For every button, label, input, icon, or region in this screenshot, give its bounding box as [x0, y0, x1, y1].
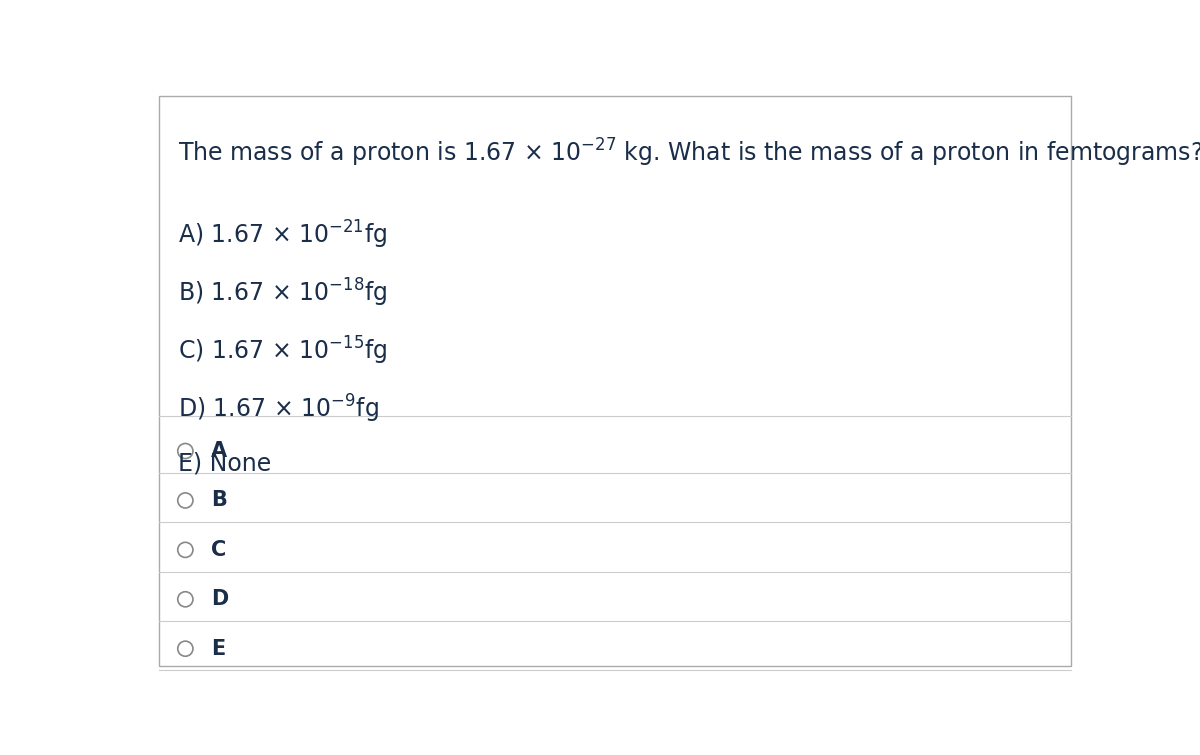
Text: C: C	[211, 540, 227, 560]
Text: E) None: E) None	[178, 451, 271, 475]
Text: E: E	[211, 639, 226, 658]
Text: The mass of a proton is 1.67 $\times$ 10$^{-27}$ kg. What is the mass of a proto: The mass of a proton is 1.67 $\times$ 10…	[178, 137, 1200, 169]
Ellipse shape	[178, 443, 193, 458]
Text: D: D	[211, 590, 229, 609]
Text: B: B	[211, 491, 227, 510]
Text: B) 1.67 $\times$ 10$^{-18}$fg: B) 1.67 $\times$ 10$^{-18}$fg	[178, 276, 388, 309]
Ellipse shape	[178, 542, 193, 557]
Text: A) 1.67 $\times$ 10$^{-21}$fg: A) 1.67 $\times$ 10$^{-21}$fg	[178, 218, 388, 251]
Ellipse shape	[178, 592, 193, 607]
Text: D) 1.67 $\times$ 10$^{-9}$fg: D) 1.67 $\times$ 10$^{-9}$fg	[178, 393, 379, 425]
Text: A: A	[211, 441, 228, 461]
Ellipse shape	[178, 641, 193, 656]
FancyBboxPatch shape	[160, 97, 1070, 666]
Text: C) 1.67 $\times$ 10$^{-15}$fg: C) 1.67 $\times$ 10$^{-15}$fg	[178, 334, 388, 367]
Ellipse shape	[178, 493, 193, 508]
